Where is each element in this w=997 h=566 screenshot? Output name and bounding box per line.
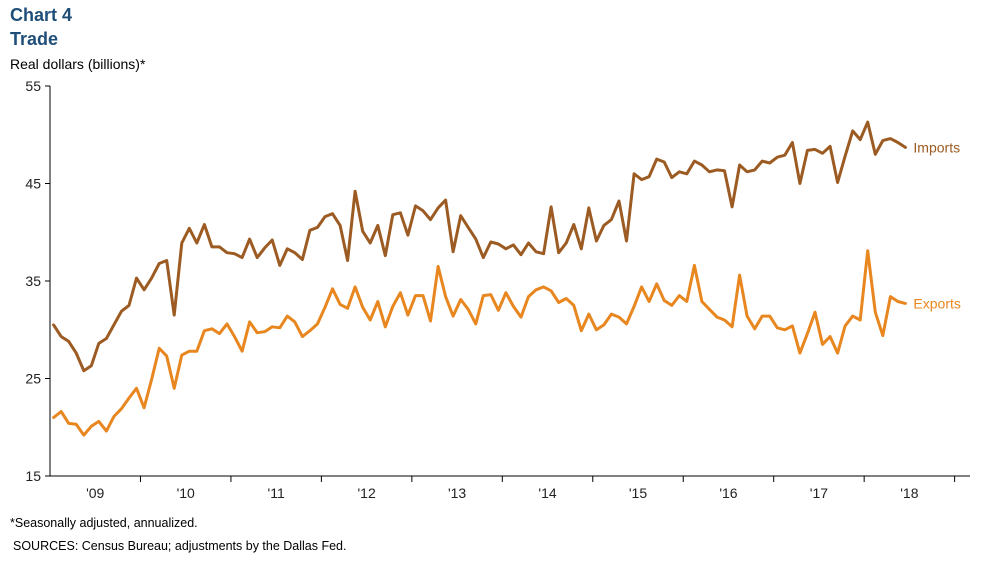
imports-line [52, 120, 907, 373]
imports-series-label: Imports [913, 139, 960, 155]
y-tick-label: 45 [25, 176, 41, 192]
x-tick-label: '10 [177, 485, 195, 501]
y-tick-label: 15 [25, 468, 41, 484]
x-tick-label: '12 [357, 485, 375, 501]
x-tick-label: '14 [538, 485, 556, 501]
sources-note: SOURCES: Census Bureau; adjustments by t… [13, 539, 347, 553]
chart-title: Trade [10, 29, 59, 49]
x-tick-label: '15 [629, 485, 647, 501]
exports-line [52, 249, 907, 437]
x-tick-label: '16 [719, 485, 737, 501]
axes: 15 25 35 45 55 '09 '10 '11 '12 '13 '14 '15 '16 '17 '18 [25, 78, 970, 501]
series-lines [52, 120, 907, 437]
x-tick-label: '09 [86, 485, 104, 501]
series-labels: Imports Exports [913, 139, 960, 311]
x-tick-label: '13 [448, 485, 466, 501]
y-tick-label: 35 [25, 273, 41, 289]
y-tick-label: 25 [25, 371, 41, 387]
exports-series-label: Exports [913, 295, 960, 311]
footnote: *Seasonally adjusted, annualized. [10, 516, 198, 530]
x-tick-label: '17 [810, 485, 828, 501]
x-tick-label: '18 [900, 485, 918, 501]
x-tick-label: '11 [268, 485, 285, 501]
y-axis-units-label: Real dollars (billions)* [10, 56, 146, 72]
chart-number: Chart 4 [10, 5, 73, 25]
y-tick-label: 55 [25, 78, 41, 94]
